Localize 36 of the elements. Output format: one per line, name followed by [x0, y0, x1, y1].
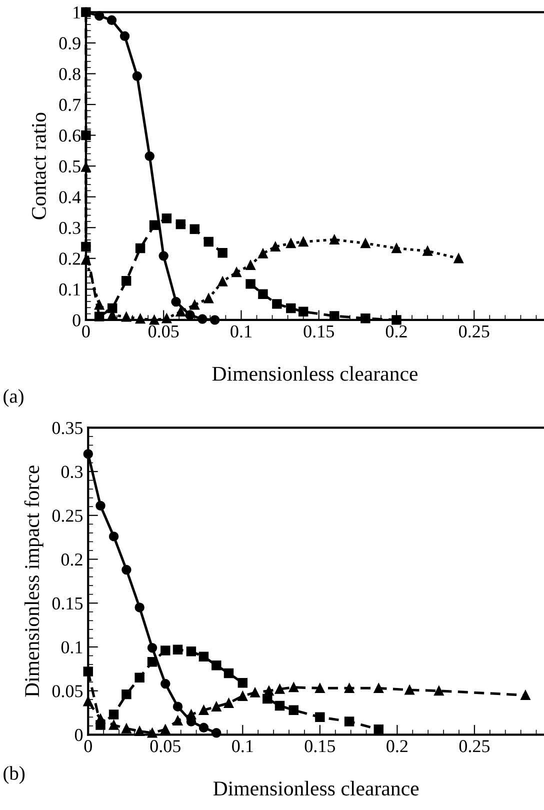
text: (b) — [4, 766, 25, 784]
x-tick-label: 0.05 — [150, 740, 180, 752]
y-tick-label: 0.25 — [52, 510, 83, 522]
x-tick-label: 0 — [84, 740, 92, 752]
x-axis-title: Dimensionless clearance — [213, 780, 419, 796]
y-tick-label: 1 — [74, 6, 80, 18]
y-tick-label: 0.8 — [59, 68, 80, 80]
x-tick-label: 0.15 — [304, 740, 336, 752]
y-tick-label: 0 — [72, 314, 80, 326]
y-tick-label: 0.05 — [52, 685, 83, 698]
y-tick-label: 0.7 — [59, 98, 81, 112]
y-tick-label: 0.4 — [59, 191, 81, 204]
x-tick-label: 0.1 — [232, 740, 253, 752]
y-tick-label: 0.15 — [52, 597, 83, 610]
y-tick-label: 0.5 — [59, 160, 80, 173]
y-tick-label: 0.2 — [59, 252, 80, 265]
y-tick-label: 0.35 — [52, 422, 83, 434]
x-tick-label: 0.1 — [230, 325, 252, 338]
x-tick-label: 0.05 — [148, 325, 179, 338]
y-tick-label: 0.3 — [61, 466, 83, 478]
text: (a) — [4, 389, 24, 407]
y-tick-label: 0.9 — [59, 37, 80, 50]
x-tick-label: 0.2 — [386, 740, 408, 752]
y-tick-label: 0.6 — [59, 130, 81, 142]
y-axis-title: Dimensionless impact force — [24, 466, 44, 697]
x-tick-label: 0.25 — [459, 325, 490, 338]
y-tick-label: 0.3 — [59, 222, 80, 234]
x-tick-label: 0.15 — [304, 325, 334, 338]
y-tick-label: 0 — [74, 728, 83, 742]
x-tick-label: 0.2 — [386, 325, 407, 338]
x-axis-title: Dimensionless clearance — [212, 366, 418, 381]
y-tick-label: 0.1 — [61, 641, 82, 654]
x-tick-label: 0.25 — [459, 740, 490, 752]
y-axis-title: Contact ratio — [32, 112, 46, 220]
y-tick-label: 0.1 — [59, 283, 80, 296]
y-tick-label: 0.2 — [61, 554, 82, 566]
